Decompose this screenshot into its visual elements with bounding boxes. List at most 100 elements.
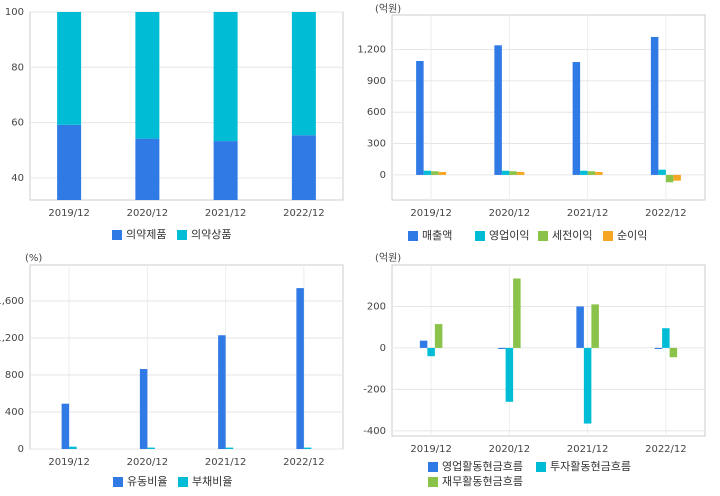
bar bbox=[423, 170, 432, 175]
x-tick-label: 2019/12 bbox=[48, 208, 90, 219]
x-tick-label: 2019/12 bbox=[410, 444, 452, 455]
bar bbox=[662, 328, 670, 348]
bar bbox=[147, 447, 155, 449]
bar bbox=[494, 45, 502, 175]
y-tick-label: 1,200 bbox=[357, 44, 386, 55]
bar bbox=[591, 304, 599, 348]
y-tick-label: 800 bbox=[5, 370, 24, 381]
bar-segment bbox=[213, 12, 238, 142]
bar bbox=[583, 347, 592, 424]
y-tick-label: 200 bbox=[367, 301, 386, 312]
bar bbox=[650, 36, 659, 175]
x-tick-label: 2021/12 bbox=[205, 457, 247, 468]
plot-area bbox=[391, 14, 706, 201]
legend-label: 영업이익 bbox=[489, 229, 529, 242]
bar bbox=[416, 60, 424, 175]
bar bbox=[572, 62, 581, 175]
bar bbox=[434, 324, 443, 348]
y-tick-label: 1,200 bbox=[0, 333, 24, 344]
bar bbox=[654, 347, 663, 349]
bar bbox=[669, 347, 678, 358]
unit-label: (%) bbox=[25, 253, 42, 264]
x-tick-label: 2022/12 bbox=[283, 208, 325, 219]
bar bbox=[69, 446, 77, 449]
bar bbox=[501, 170, 510, 175]
legend-swatch bbox=[536, 462, 546, 472]
x-tick-label: 2019/12 bbox=[410, 208, 452, 219]
x-tick-label: 2022/12 bbox=[645, 444, 687, 455]
unit-label: (억원) bbox=[375, 3, 401, 15]
legend-label: 유동비율 bbox=[127, 475, 167, 488]
bar bbox=[225, 447, 234, 449]
y-tick-label: 0 bbox=[380, 343, 386, 354]
bar bbox=[431, 171, 439, 175]
bar bbox=[61, 403, 70, 449]
bar bbox=[665, 174, 674, 183]
x-tick-label: 2021/12 bbox=[567, 208, 609, 219]
plot-area bbox=[29, 264, 344, 450]
bar-segment bbox=[291, 135, 316, 200]
bar bbox=[513, 278, 521, 348]
legend-swatch bbox=[428, 462, 438, 472]
y-tick-label: 900 bbox=[367, 76, 386, 87]
bar bbox=[658, 169, 666, 175]
legend-swatch bbox=[113, 477, 123, 487]
bar-segment bbox=[213, 141, 238, 200]
y-tick-label: 80 bbox=[11, 62, 24, 73]
legend-label: 매출액 bbox=[422, 229, 452, 242]
legend-label: 투자활동현금흐름 bbox=[550, 459, 631, 473]
legend-swatch bbox=[475, 231, 485, 241]
bar bbox=[427, 347, 435, 357]
y-tick-label: 0 bbox=[380, 170, 386, 181]
legend-swatch bbox=[538, 231, 548, 241]
legend-swatch bbox=[428, 477, 438, 487]
bar bbox=[587, 171, 596, 175]
legend-label: 순이익 bbox=[617, 229, 647, 242]
bar-segment bbox=[291, 12, 316, 136]
legend-swatch bbox=[603, 231, 613, 241]
bar bbox=[218, 335, 226, 449]
bar bbox=[509, 171, 517, 175]
bar-segment bbox=[57, 124, 82, 200]
bar bbox=[580, 170, 588, 175]
legend-swatch bbox=[112, 230, 122, 240]
bar bbox=[505, 347, 514, 402]
plot-area bbox=[391, 264, 706, 437]
bar bbox=[303, 447, 312, 449]
legend-label: 영업활동현금흐름 bbox=[442, 459, 523, 473]
legend-swatch bbox=[177, 230, 187, 240]
legend-label: 재무활동현금흐름 bbox=[442, 474, 523, 488]
legend-swatch bbox=[178, 477, 188, 487]
x-tick-label: 2020/12 bbox=[127, 208, 169, 219]
legend-label: 의약상품 bbox=[191, 227, 231, 241]
bar bbox=[516, 171, 525, 175]
y-tick-label: 600 bbox=[367, 107, 386, 118]
x-tick-label: 2020/12 bbox=[127, 457, 169, 468]
y-tick-label: 300 bbox=[367, 139, 386, 150]
bar bbox=[139, 369, 148, 449]
unit-label: (억원) bbox=[375, 252, 401, 264]
y-tick-label: 100 bbox=[5, 7, 24, 18]
x-tick-label: 2020/12 bbox=[489, 444, 531, 455]
y-tick-label: 400 bbox=[5, 407, 24, 418]
legend-label: 부채비율 bbox=[192, 475, 232, 488]
bar bbox=[438, 171, 447, 175]
bar bbox=[595, 171, 603, 175]
bar bbox=[296, 288, 304, 449]
x-tick-label: 2020/12 bbox=[489, 208, 531, 219]
y-tick-label: 1,600 bbox=[0, 296, 24, 307]
bar-segment bbox=[135, 138, 160, 200]
x-tick-label: 2019/12 bbox=[48, 457, 90, 468]
bar bbox=[673, 174, 681, 181]
bar bbox=[576, 306, 584, 348]
bar-segment bbox=[57, 12, 82, 125]
bar bbox=[498, 347, 506, 349]
y-tick-label: 60 bbox=[11, 118, 24, 129]
x-tick-label: 2022/12 bbox=[283, 457, 325, 468]
y-tick-label: 40 bbox=[11, 173, 24, 184]
legend-swatch bbox=[408, 231, 418, 241]
legend-label: 세전이익 bbox=[552, 229, 592, 242]
y-tick-label: -400 bbox=[363, 426, 386, 437]
bar bbox=[419, 340, 428, 348]
